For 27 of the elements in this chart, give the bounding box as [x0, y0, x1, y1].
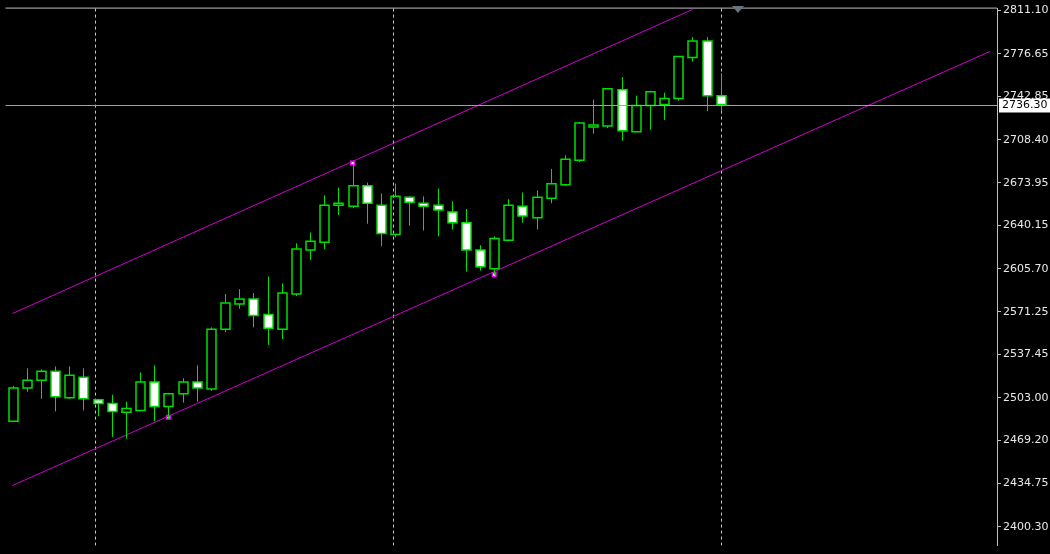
candlestick	[546, 168, 557, 204]
candlestick	[588, 99, 599, 135]
y-tick-label: 2400.30	[1003, 519, 1049, 533]
candlestick	[348, 163, 359, 209]
candlestick	[36, 368, 47, 400]
candlestick	[631, 95, 642, 133]
y-tick-label: 2708.40	[1003, 132, 1049, 146]
candlestick	[645, 91, 656, 131]
candlestick	[673, 55, 684, 102]
candlestick	[659, 92, 670, 121]
y-tick-label: 2434.75	[1003, 476, 1049, 490]
candlestick	[305, 232, 316, 261]
candlestick	[64, 365, 75, 399]
y-tick-label: 2469.20	[1003, 433, 1049, 447]
y-tick-label: 2503.00	[1003, 390, 1049, 404]
y-tick-label: 2811.10	[1003, 3, 1049, 17]
candlestick	[121, 401, 132, 440]
y-tick-label: 2571.25	[1003, 304, 1049, 318]
ref-line-label: 2736.30	[1002, 98, 1048, 112]
y-tick-label: 2776.65	[1003, 46, 1049, 60]
candlestick	[277, 282, 288, 340]
candlestick	[532, 189, 543, 231]
candlestick	[333, 187, 344, 216]
y-tick-label: 2605.70	[1003, 261, 1049, 275]
y-tick-label: 2640.15	[1003, 218, 1049, 232]
y-tick-label: 2537.45	[1003, 347, 1049, 361]
y-tick-label: 2673.95	[1003, 175, 1049, 189]
